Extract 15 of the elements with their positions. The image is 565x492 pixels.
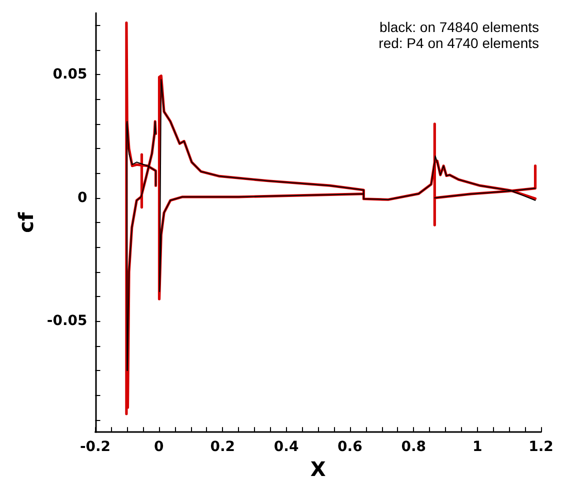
- x-tick-label: 0.4: [274, 439, 299, 456]
- y-tick-label: -0.05: [46, 313, 88, 330]
- x-tick-label: 0.2: [210, 439, 236, 456]
- y-axis-title: cf: [14, 212, 38, 233]
- x-tick-label: 0.8: [401, 439, 426, 456]
- x-tick-label: 0.6: [338, 439, 362, 456]
- y-tick-label: 0: [78, 190, 88, 206]
- annotation: red: P4 on 4740 elements: [378, 35, 540, 51]
- x-tick-label: 1: [472, 439, 482, 456]
- x-tick-label: -0.2: [80, 439, 111, 456]
- y-tick-label: 0.05: [52, 66, 88, 83]
- annotation: black: on 74840 elements: [379, 19, 540, 35]
- x-tick-label: 0: [154, 439, 164, 456]
- x-axis-title: X: [310, 457, 326, 481]
- x-tick-label: 1.2: [528, 439, 554, 456]
